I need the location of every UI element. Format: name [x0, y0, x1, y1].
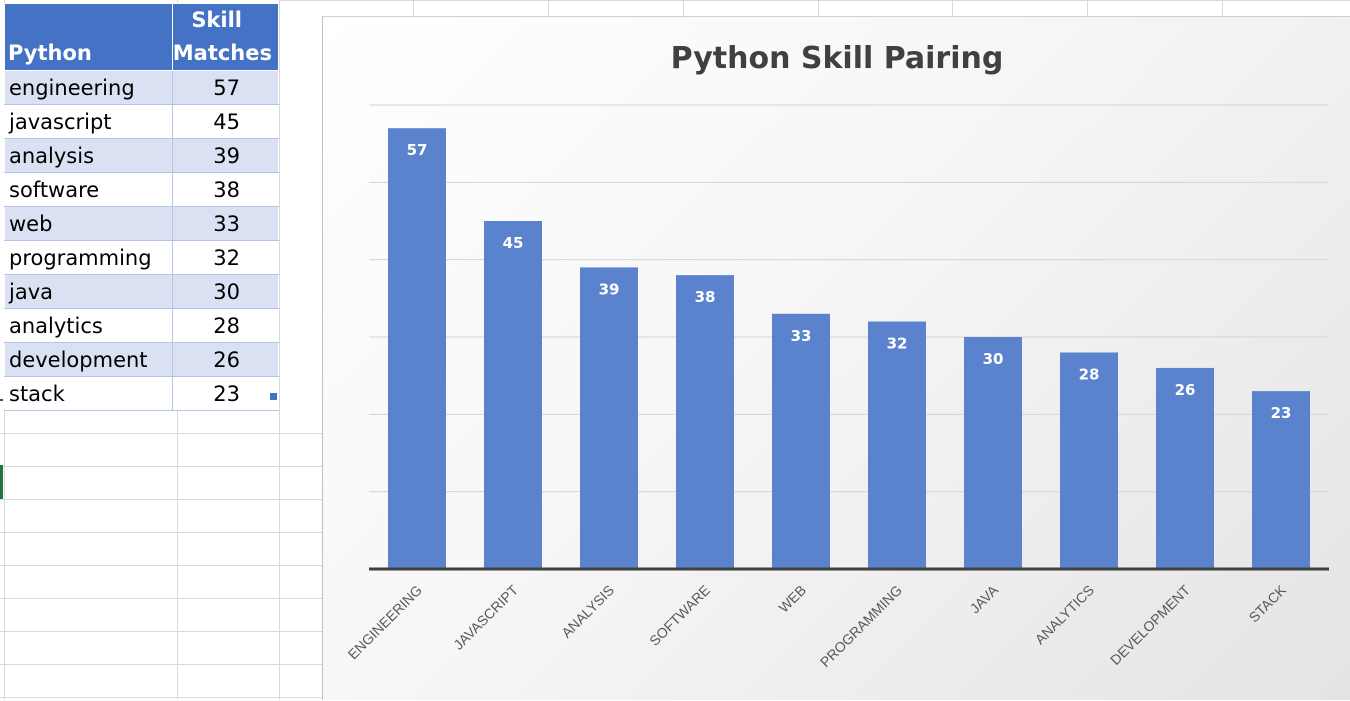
- matches-cell[interactable]: 30: [171, 274, 280, 309]
- chart-x-tick-labels: ENGINEERING JAVASCRIPT ANALYSIS SOFTWARE WEB…: [345, 581, 1290, 670]
- table-row: javascript 45: [4, 104, 280, 139]
- matches-cell[interactable]: 28: [171, 308, 280, 343]
- grid-row-line: [0, 697, 322, 698]
- x-tick-label: JAVA: [967, 581, 1002, 616]
- skill-cell[interactable]: stack: [4, 376, 173, 411]
- matches-cell[interactable]: 33: [171, 206, 280, 241]
- x-tick-label: ANALYSIS: [558, 582, 617, 641]
- grid-column-line: [548, 0, 549, 16]
- grid-row-line: [0, 499, 322, 500]
- header-skill-matches[interactable]: Skill Matches: [171, 3, 280, 71]
- data-label: 39: [599, 280, 620, 298]
- grid-row-line: [0, 598, 322, 599]
- skill-cell[interactable]: java: [4, 274, 173, 309]
- x-tick-label: ANALYTICS: [1032, 582, 1098, 648]
- table-resize-handle[interactable]: [270, 393, 277, 400]
- chart-data-labels: 57 45 39 38 33 32 30 28 26 23: [407, 141, 1292, 422]
- bar-stack[interactable]: [1252, 391, 1310, 569]
- grid-column-line: [1087, 0, 1088, 16]
- skill-cell[interactable]: javascript: [4, 104, 173, 139]
- table-row: development 26: [4, 342, 280, 377]
- header-python[interactable]: Python: [4, 3, 173, 71]
- header-skill-line: Skill: [191, 8, 242, 32]
- bar-engineering[interactable]: [388, 128, 446, 569]
- x-tick-label: JAVASCRIPT: [450, 581, 521, 652]
- skill-cell[interactable]: analytics: [4, 308, 173, 343]
- bar-analytics[interactable]: [1060, 352, 1118, 569]
- skill-cell[interactable]: engineering: [4, 70, 173, 105]
- grid-column-line: [413, 0, 414, 16]
- bar-java[interactable]: [964, 337, 1022, 569]
- cell-selection-marker: [0, 399, 3, 401]
- header-matches-line: Matches: [172, 41, 272, 65]
- data-label: 57: [407, 141, 428, 159]
- matches-cell[interactable]: 39: [171, 138, 280, 173]
- bar-development[interactable]: [1156, 367, 1214, 569]
- grid-row-line: [0, 433, 322, 434]
- grid-column-line: [683, 0, 684, 16]
- bar-chart: Python Skill Pairing 57 45 39 38 33 32 30 28 26 2…: [345, 41, 1329, 670]
- grid-row-line: [0, 532, 322, 533]
- x-tick-label: WEB: [775, 582, 809, 616]
- grid-column-line: [952, 0, 953, 16]
- x-tick-label: STACK: [1246, 581, 1290, 625]
- table-header-row: Python Skill Matches: [4, 3, 280, 71]
- chart-bars: [388, 128, 1310, 569]
- grid-row-line: [0, 664, 322, 665]
- grid-row-line: [279, 0, 1350, 1]
- grid-column-line: [818, 0, 819, 16]
- cell-selection-marker: [0, 465, 3, 499]
- grid-column-line: [1222, 0, 1223, 16]
- grid-row-line: [0, 565, 322, 566]
- data-label: 23: [1271, 404, 1292, 422]
- matches-cell[interactable]: 57: [171, 70, 280, 105]
- data-label: 30: [983, 350, 1004, 368]
- bar-web[interactable]: [772, 313, 830, 569]
- bar-analysis[interactable]: [580, 267, 638, 569]
- grid-row-line: [0, 631, 322, 632]
- bar-software[interactable]: [676, 275, 734, 569]
- table-row: java 30: [4, 274, 280, 309]
- table-body: engineering 57 javascript 45 analysis 39 softw…: [4, 70, 280, 411]
- x-tick-label: ENGINEERING: [345, 582, 426, 663]
- x-tick-label: PROGRAMMING: [817, 582, 905, 670]
- table-row: web 33: [4, 206, 280, 241]
- data-label: 28: [1079, 365, 1100, 383]
- table-row: programming 32: [4, 240, 280, 275]
- table-row: stack 23: [4, 376, 280, 411]
- data-label: 38: [695, 288, 716, 306]
- data-label: 32: [887, 335, 908, 353]
- data-label: 33: [791, 327, 812, 345]
- skill-cell[interactable]: web: [4, 206, 173, 241]
- table-row: engineering 57: [4, 70, 280, 105]
- data-label: 45: [503, 234, 524, 252]
- skill-cell[interactable]: programming: [4, 240, 173, 275]
- matches-cell[interactable]: 26: [171, 342, 280, 377]
- matches-cell[interactable]: 38: [171, 172, 280, 207]
- skill-table: Python Skill Matches engineering 57 javasc…: [4, 3, 280, 411]
- grid-row-line: [0, 466, 322, 467]
- table-row: analysis 39: [4, 138, 280, 173]
- skill-cell[interactable]: analysis: [4, 138, 173, 173]
- chart-area[interactable]: Python Skill Pairing 57 45 39 38 33 32 30 28 26 2…: [322, 16, 1350, 700]
- matches-cell[interactable]: 45: [171, 104, 280, 139]
- table-row: software 38: [4, 172, 280, 207]
- matches-cell[interactable]: 32: [171, 240, 280, 275]
- data-label: 26: [1175, 381, 1196, 399]
- skill-cell[interactable]: software: [4, 172, 173, 207]
- bar-programming[interactable]: [868, 321, 926, 569]
- bar-javascript[interactable]: [484, 221, 542, 569]
- matches-cell[interactable]: 23: [171, 376, 280, 411]
- chart-title: Python Skill Pairing: [671, 41, 1004, 76]
- x-tick-label: DEVELOPMENT: [1107, 581, 1193, 667]
- x-tick-label: SOFTWARE: [646, 582, 713, 649]
- grid-column-line: [279, 0, 280, 700]
- skill-cell[interactable]: development: [4, 342, 173, 377]
- table-row: analytics 28: [4, 308, 280, 343]
